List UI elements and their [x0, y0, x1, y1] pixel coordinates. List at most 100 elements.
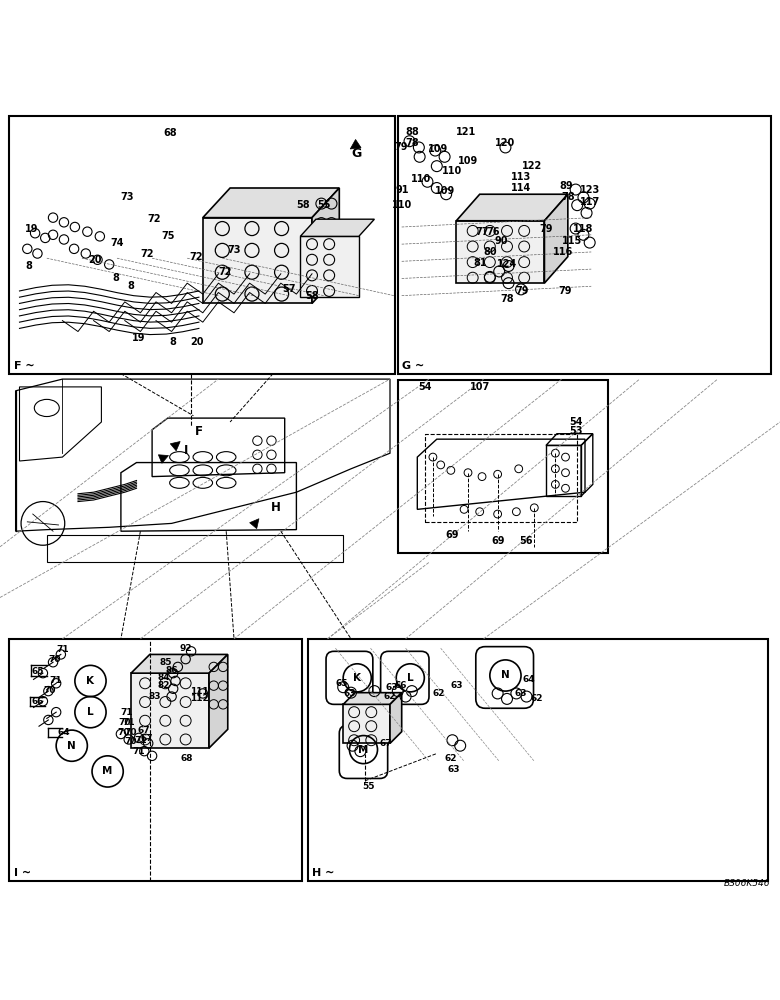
- Polygon shape: [300, 219, 374, 236]
- Text: K: K: [87, 676, 94, 686]
- Text: 58: 58: [296, 200, 310, 210]
- Text: 8: 8: [112, 273, 119, 283]
- Text: 117: 117: [580, 197, 600, 207]
- Polygon shape: [456, 221, 544, 283]
- Polygon shape: [300, 236, 359, 297]
- Text: 122: 122: [522, 161, 542, 171]
- Text: BS06K546: BS06K546: [724, 879, 771, 888]
- Text: 69: 69: [445, 530, 459, 540]
- Text: 79: 79: [558, 286, 573, 296]
- Polygon shape: [343, 704, 390, 743]
- Text: 70: 70: [117, 728, 129, 737]
- Text: 64: 64: [523, 675, 535, 684]
- Text: 72: 72: [147, 214, 161, 224]
- Text: 71: 71: [134, 736, 147, 745]
- Text: 63: 63: [515, 689, 527, 698]
- Text: 110: 110: [442, 166, 463, 176]
- Text: 78: 78: [405, 138, 419, 148]
- Text: 71: 71: [133, 747, 145, 756]
- Text: 71: 71: [50, 676, 62, 685]
- Text: 70: 70: [125, 737, 137, 746]
- Text: 75: 75: [161, 231, 175, 241]
- Text: 116: 116: [553, 247, 573, 257]
- Text: 123: 123: [580, 185, 600, 195]
- Polygon shape: [131, 654, 228, 673]
- Text: 89: 89: [559, 181, 573, 191]
- Text: 114: 114: [511, 183, 531, 193]
- Text: 8: 8: [26, 261, 32, 271]
- Text: 8: 8: [128, 281, 134, 291]
- Text: 55: 55: [362, 782, 374, 791]
- Polygon shape: [456, 194, 568, 221]
- Text: 109: 109: [434, 186, 455, 196]
- Text: F: F: [195, 425, 203, 438]
- Text: 112: 112: [190, 694, 209, 703]
- Text: 84: 84: [158, 673, 170, 682]
- Text: 85: 85: [159, 658, 172, 667]
- Text: M: M: [102, 766, 113, 776]
- Text: 86: 86: [165, 666, 178, 675]
- Bar: [546, 445, 581, 496]
- Text: 20: 20: [190, 337, 204, 347]
- Text: 82: 82: [158, 681, 170, 690]
- Text: 54: 54: [418, 382, 432, 392]
- Text: 19: 19: [132, 333, 146, 343]
- Text: 78: 78: [561, 192, 575, 202]
- Text: 8: 8: [170, 337, 176, 347]
- Text: 67: 67: [138, 726, 151, 735]
- Text: 62: 62: [530, 694, 543, 703]
- Text: 109: 109: [428, 144, 448, 154]
- Text: 72: 72: [190, 252, 204, 262]
- Polygon shape: [203, 218, 312, 303]
- Text: 62: 62: [432, 689, 445, 698]
- Text: 71: 71: [122, 718, 135, 727]
- Text: 124: 124: [497, 259, 517, 269]
- Text: 120: 120: [495, 138, 516, 148]
- Text: 70: 70: [125, 728, 137, 737]
- Text: 20: 20: [88, 255, 102, 265]
- Text: 79: 79: [516, 286, 530, 296]
- Text: 64: 64: [58, 728, 70, 737]
- Text: N: N: [501, 670, 510, 680]
- Text: 74: 74: [110, 238, 124, 248]
- Text: 70: 70: [119, 718, 131, 727]
- Text: 111: 111: [190, 687, 209, 696]
- Text: F ~: F ~: [14, 361, 34, 371]
- Text: H: H: [271, 501, 280, 514]
- Text: 92: 92: [179, 644, 192, 653]
- Text: 78: 78: [500, 294, 514, 304]
- Text: 83: 83: [148, 692, 161, 701]
- Text: 58: 58: [305, 291, 319, 301]
- Text: 71: 71: [56, 645, 69, 654]
- Text: 80: 80: [483, 247, 497, 257]
- Text: 118: 118: [573, 224, 594, 234]
- Bar: [9, 116, 395, 374]
- Text: K: K: [353, 673, 361, 683]
- Bar: [425, 434, 577, 522]
- Text: I: I: [183, 444, 188, 457]
- Bar: [9, 639, 302, 881]
- Polygon shape: [312, 188, 339, 303]
- Polygon shape: [158, 455, 168, 463]
- Polygon shape: [250, 519, 259, 529]
- Text: 65: 65: [335, 679, 348, 688]
- Polygon shape: [350, 139, 361, 149]
- Text: 63: 63: [343, 689, 356, 698]
- Text: 65: 65: [31, 667, 44, 676]
- Polygon shape: [390, 693, 402, 743]
- Text: 53: 53: [569, 426, 583, 436]
- Polygon shape: [131, 673, 209, 748]
- Polygon shape: [203, 188, 339, 218]
- Text: 72: 72: [140, 249, 154, 259]
- Text: 66: 66: [31, 697, 44, 706]
- Text: 57: 57: [282, 284, 296, 294]
- Text: 62: 62: [445, 754, 457, 763]
- Text: 19: 19: [24, 224, 38, 234]
- Text: 90: 90: [495, 236, 509, 246]
- Text: 63: 63: [451, 681, 463, 690]
- Text: 72: 72: [218, 267, 232, 277]
- Text: 88: 88: [405, 127, 419, 137]
- Text: 68: 68: [181, 754, 193, 763]
- Text: 67: 67: [380, 739, 392, 748]
- Text: 77: 77: [475, 227, 489, 237]
